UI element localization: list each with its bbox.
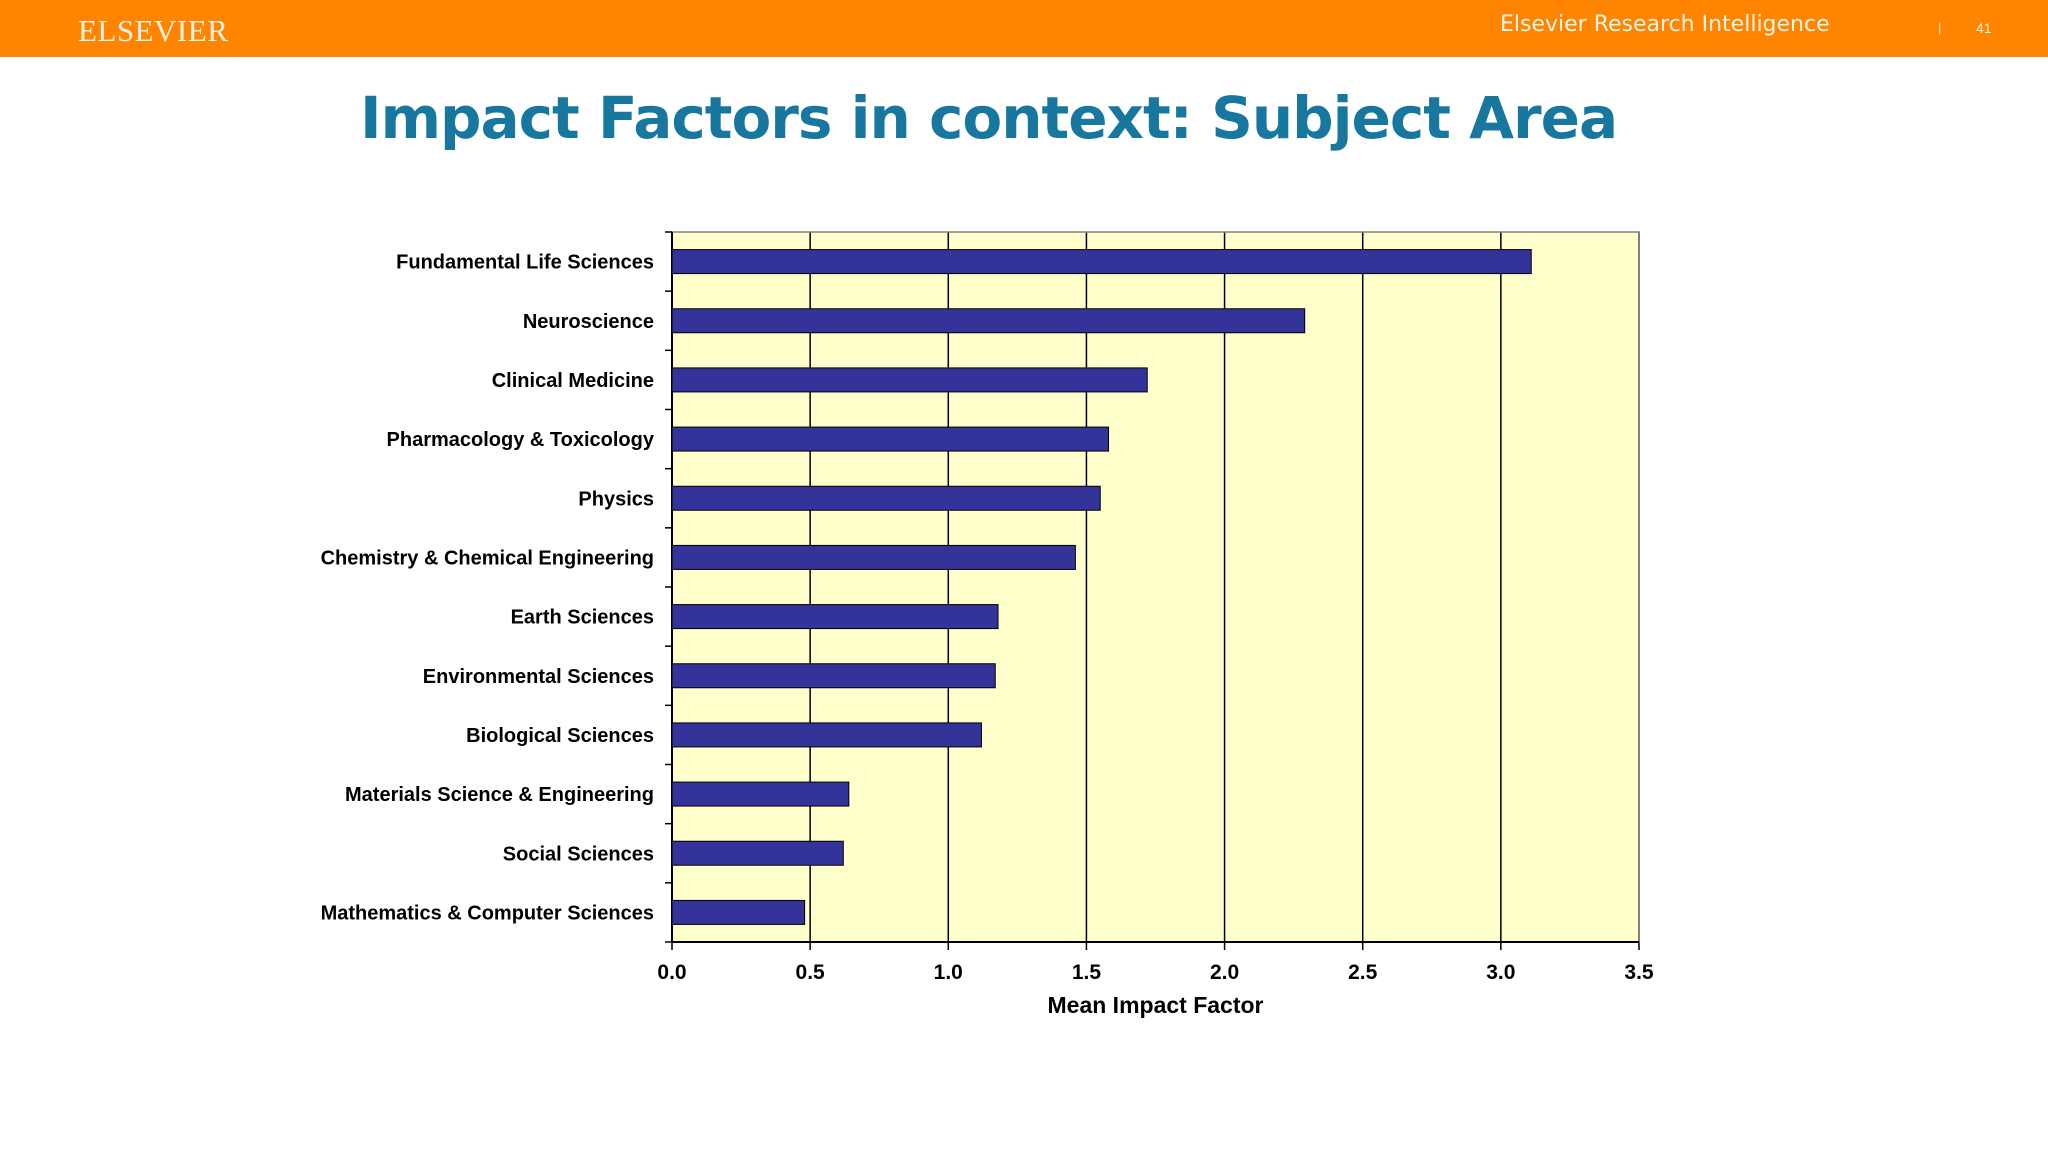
plot-area	[672, 232, 1639, 942]
bar	[671, 308, 1306, 334]
x-tick-label: 1.0	[934, 961, 963, 984]
category-label: Fundamental Life Sciences	[396, 252, 654, 274]
page-number: 41	[1976, 20, 1992, 36]
category-label: Biological Sciences	[466, 725, 654, 747]
bar	[671, 781, 850, 807]
x-tick-label: 2.0	[1210, 961, 1239, 984]
category-label: Earth Sciences	[511, 607, 654, 629]
bar	[671, 249, 1532, 275]
elsevier-logo: ELSEVIER	[78, 13, 229, 48]
category-label: Physics	[578, 488, 654, 510]
bar	[671, 840, 844, 866]
slide-title: Impact Factors in context: Subject Area	[360, 84, 1618, 152]
category-label: Social Sciences	[503, 843, 654, 865]
bar	[671, 899, 806, 925]
bar	[671, 544, 1076, 570]
category-label: Neuroscience	[523, 311, 654, 333]
x-tick-label: 0.0	[657, 961, 686, 984]
x-tick-label: 2.5	[1348, 961, 1378, 984]
header-separator: |	[1938, 20, 1942, 35]
x-tick-label: 3.5	[1624, 961, 1654, 984]
category-label: Pharmacology & Toxicology	[387, 429, 655, 451]
bar	[671, 367, 1148, 393]
category-label: Chemistry & Chemical Engineering	[321, 547, 654, 569]
x-tick-label: 3.0	[1486, 961, 1515, 984]
category-label: Environmental Sciences	[423, 666, 654, 688]
bar	[671, 663, 996, 689]
brand-name: Elsevier Research Intelligence	[1500, 12, 1830, 37]
category-label: Materials Science & Engineering	[345, 784, 654, 806]
bar	[671, 485, 1101, 511]
bar	[671, 604, 999, 630]
x-axis-title: Mean Impact Factor	[1048, 992, 1264, 1018]
x-tick-label: 1.5	[1072, 961, 1102, 984]
header-bar: ELSEVIER Elsevier Research Intelligence …	[0, 0, 2048, 57]
bar	[671, 426, 1110, 452]
x-tick-label: 0.5	[796, 961, 826, 984]
category-label: Clinical Medicine	[492, 370, 654, 392]
bar	[671, 722, 982, 748]
category-label: Mathematics & Computer Sciences	[321, 902, 654, 924]
